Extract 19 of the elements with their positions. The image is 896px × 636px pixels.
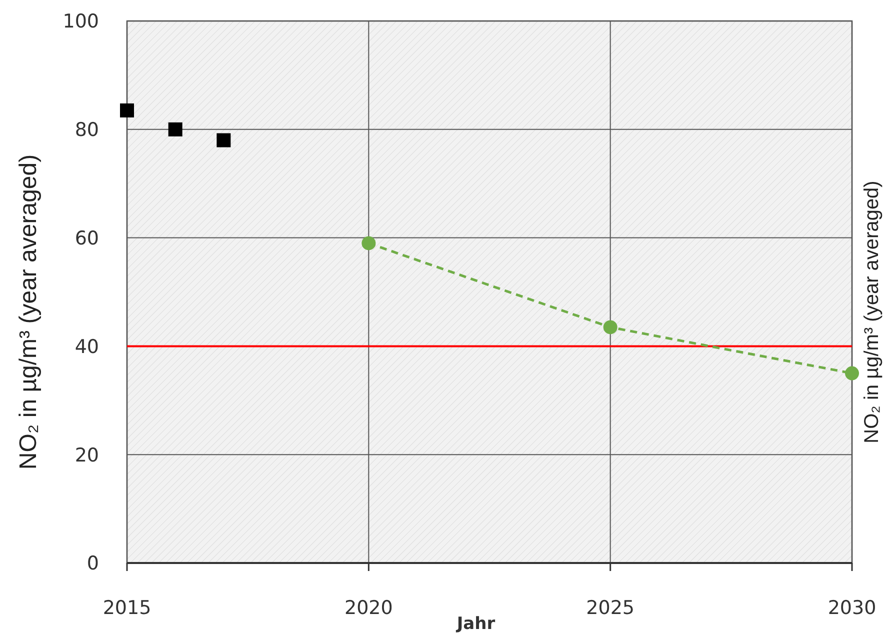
y-axis-title: NO₂ in µg/m³ (year averaged) — [15, 154, 42, 470]
x-tick-label: 2025 — [586, 597, 635, 619]
x-tick-label: 2030 — [828, 597, 876, 619]
point — [216, 133, 231, 148]
y-tick-label: 20 — [74, 444, 99, 466]
y-tick-label: 40 — [74, 336, 99, 358]
point — [603, 320, 618, 334]
x-tick-label: 2020 — [344, 597, 393, 619]
point — [845, 366, 859, 380]
point — [120, 103, 134, 118]
x-axis-title: Jahr — [456, 614, 496, 634]
y2-axis-title: NO₂ in µg/m³ (year averaged) — [861, 180, 883, 444]
x-tick-label: 2015 — [102, 597, 152, 619]
y-tick-label: 100 — [62, 10, 99, 33]
point — [168, 122, 182, 136]
y-tick-label: 0 — [86, 552, 99, 575]
point — [362, 236, 376, 250]
y-tick-label: 80 — [74, 119, 99, 142]
y-tick-label: 60 — [74, 227, 99, 250]
